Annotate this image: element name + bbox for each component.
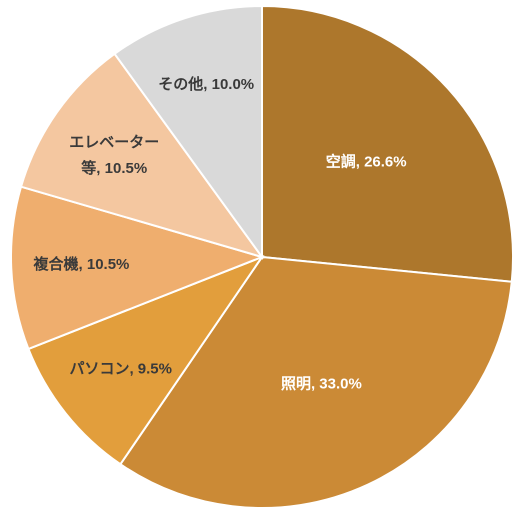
data-label: エレベーター等, 10.5% bbox=[69, 134, 159, 177]
data-label: 複合機, 10.5% bbox=[33, 255, 130, 273]
data-label: 空調, 26.6% bbox=[326, 153, 407, 171]
label-line: 等, 10.5% bbox=[81, 159, 147, 177]
pie-slice bbox=[19, 52, 265, 259]
pie-slice bbox=[113, 4, 263, 261]
pie-slice bbox=[261, 4, 514, 283]
pie-slice bbox=[118, 255, 513, 509]
pie-slice bbox=[10, 185, 266, 351]
label-line: エレベーター bbox=[69, 134, 159, 151]
data-label: その他, 10.0% bbox=[158, 75, 254, 93]
data-label: 照明, 33.0% bbox=[281, 375, 362, 392]
data-label: パソコン, 9.5% bbox=[69, 361, 172, 378]
pie-slice bbox=[27, 254, 265, 466]
